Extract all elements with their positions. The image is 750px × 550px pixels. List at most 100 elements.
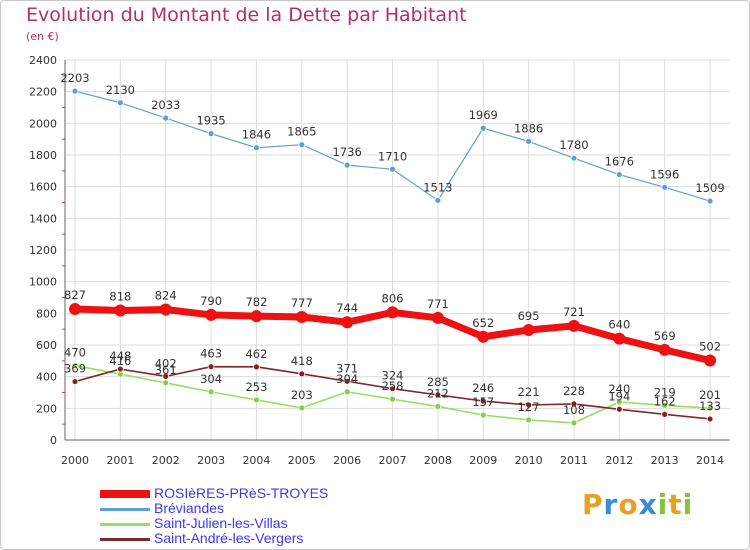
data-point	[434, 391, 442, 399]
logo-letter: r	[603, 488, 619, 521]
data-point	[570, 400, 578, 408]
x-tick-label: 2004	[242, 454, 270, 467]
data-point	[615, 405, 623, 413]
x-tick-label: 2003	[197, 454, 225, 467]
data-point	[343, 161, 351, 169]
data-point	[116, 365, 124, 373]
y-tick-label: 2400	[29, 54, 57, 67]
data-point	[298, 404, 306, 412]
data-label: 695	[518, 309, 540, 323]
data-point	[343, 388, 351, 396]
data-label: 782	[245, 295, 267, 309]
x-tick-label: 2000	[61, 454, 89, 467]
x-tick-label: 2005	[288, 454, 316, 467]
data-point	[389, 395, 396, 403]
logo-letter: x	[638, 488, 658, 521]
data-point	[615, 398, 623, 406]
y-tick-label: 1800	[29, 149, 57, 162]
data-point	[389, 385, 396, 393]
data-label: 1865	[287, 125, 316, 139]
data-point	[479, 124, 487, 132]
x-tick-label: 2011	[560, 454, 588, 467]
data-label: 721	[563, 305, 585, 319]
data-point	[434, 197, 442, 204]
y-tick-label: 1200	[29, 244, 57, 257]
data-label: 285	[427, 375, 449, 389]
data-point	[298, 370, 306, 378]
legend-swatch	[100, 508, 150, 511]
legend-label: Saint-André-les-Vergers	[154, 530, 304, 546]
data-point	[386, 306, 399, 319]
data-label: 463	[200, 347, 222, 361]
logo-letter: P	[582, 488, 604, 521]
data-label: 1676	[605, 155, 634, 169]
data-point	[343, 377, 351, 385]
data-label: 157	[472, 395, 494, 409]
data-point	[207, 363, 215, 371]
data-point	[162, 372, 170, 380]
data-point	[389, 165, 396, 173]
legend-label: Bréviandes	[154, 500, 225, 516]
data-point	[253, 144, 260, 152]
logo-letter: t	[668, 488, 683, 521]
legend-swatch	[100, 523, 150, 526]
data-point	[567, 319, 580, 332]
data-point	[525, 137, 532, 145]
data-point	[522, 323, 535, 336]
data-label: 1710	[378, 149, 407, 163]
chart-title: Evolution du Montant de la Dette par Hab…	[26, 4, 467, 26]
data-point	[570, 154, 578, 162]
x-tick-label: 2012	[605, 454, 633, 467]
data-label: 771	[427, 297, 449, 311]
data-label: 324	[382, 369, 404, 383]
data-label: 1513	[423, 180, 452, 194]
y-tick-label: 1000	[29, 276, 57, 289]
data-point	[431, 311, 444, 324]
data-point	[298, 141, 306, 149]
data-label: 818	[109, 289, 131, 303]
data-point	[706, 404, 714, 412]
y-tick-label: 400	[36, 371, 57, 384]
y-tick-label: 600	[36, 339, 57, 352]
data-point	[71, 87, 79, 95]
data-point	[525, 401, 532, 409]
data-point	[69, 303, 81, 316]
legend-swatch	[100, 490, 150, 498]
data-label: 127	[518, 400, 540, 414]
data-point	[162, 114, 170, 122]
data-point	[479, 411, 487, 419]
data-label: 133	[699, 399, 721, 413]
data-label: 2033	[151, 98, 180, 112]
x-tick-label: 2014	[696, 454, 724, 467]
data-label: 1846	[242, 128, 271, 142]
data-point	[477, 330, 490, 343]
data-point	[661, 410, 669, 418]
data-label: 827	[64, 288, 86, 302]
x-tick-label: 2001	[106, 454, 134, 467]
y-tick-label: 2000	[29, 117, 57, 130]
data-label: 1886	[514, 121, 543, 135]
legend-label: ROSIèRES-PRèS-TROYES	[154, 485, 329, 501]
logo-letter: o	[618, 488, 639, 521]
data-point	[479, 397, 487, 405]
data-point	[615, 171, 623, 179]
data-point	[250, 310, 263, 323]
data-label: 1969	[469, 108, 498, 122]
y-tick-label: 1600	[29, 181, 57, 194]
data-label: 448	[109, 349, 131, 363]
data-label: 304	[336, 372, 358, 386]
data-point	[159, 303, 172, 316]
data-label: 258	[382, 379, 404, 393]
data-label: 361	[155, 363, 177, 377]
data-label: 304	[200, 372, 222, 386]
data-point	[706, 415, 714, 423]
legend-label: Saint-Julien-les-Villas	[154, 515, 288, 531]
logo-letter: i	[682, 488, 694, 521]
logo-letter: i	[657, 488, 669, 521]
data-point	[207, 388, 215, 396]
data-label: 777	[291, 296, 313, 310]
data-label: 806	[382, 291, 404, 305]
y-tick-label: 2200	[29, 86, 57, 99]
x-tick-label: 2008	[424, 454, 452, 467]
data-point	[207, 130, 215, 138]
